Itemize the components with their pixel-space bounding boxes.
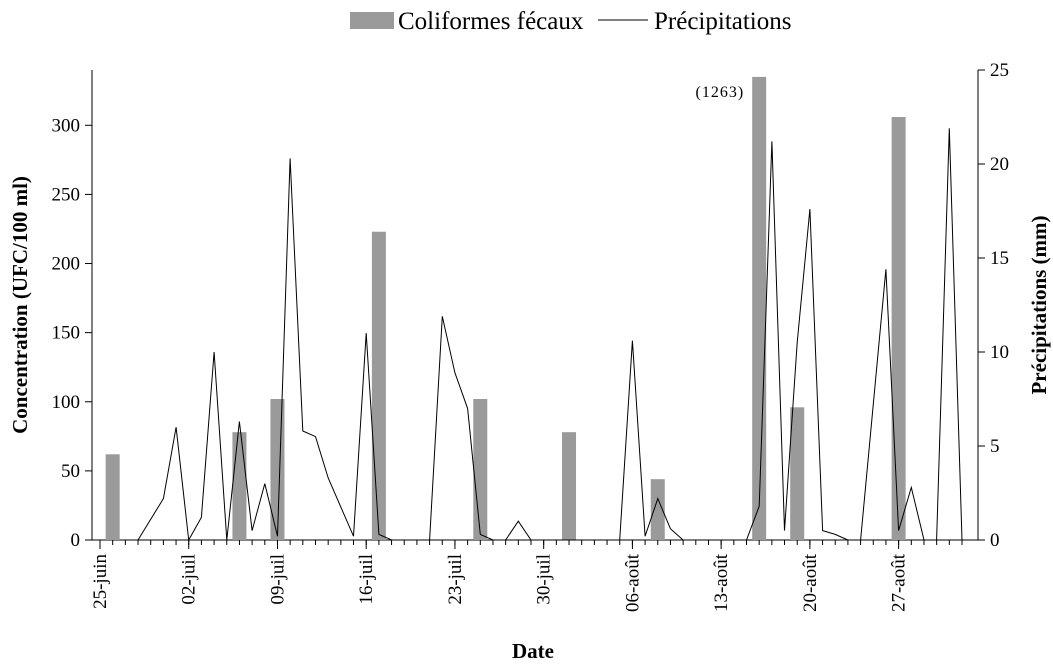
x-tick-label: 13-août [711, 553, 732, 612]
y-left-tick-label: 200 [52, 254, 81, 275]
x-tick-label: 06-août [622, 553, 643, 612]
y-right-tick-label: 15 [990, 248, 1009, 269]
x-tick-label: 30-juil [534, 554, 555, 605]
y-right-tick-label: 5 [990, 436, 1000, 457]
legend: Coliformes fécaux Précipitations [350, 8, 791, 35]
bars [105, 76, 906, 540]
coliform-bar [105, 454, 120, 540]
right-y-ticks: 0 5 10 15 20 25 [978, 60, 1009, 551]
coliform-bar [562, 432, 577, 540]
bar-value-annotation: (1263) [696, 84, 745, 101]
y-left-tick-label: 0 [71, 530, 81, 551]
coliform-bar [232, 432, 247, 540]
plot-area: 0 50 100 150 200 250 300 0 5 10 15 20 25 25-juin 02-… [52, 60, 1010, 612]
left-y-ticks: 0 50 100 150 200 250 300 [52, 115, 92, 551]
coliform-bar [650, 479, 665, 540]
coliform-bar [270, 399, 285, 540]
y-right-tick-label: 20 [990, 154, 1009, 175]
y-right-tick-label: 0 [990, 530, 1000, 551]
coliform-bar [473, 399, 488, 540]
x-tick-label: 27-août [889, 553, 910, 612]
coliform-bar [891, 117, 906, 540]
y-left-tick-label: 250 [52, 184, 81, 205]
y-right-tick-label: 25 [990, 60, 1009, 81]
y-left-tick-label: 150 [52, 323, 81, 344]
legend-bar-label: Coliformes fécaux [398, 8, 584, 35]
x-tick-label: 09-juil [267, 554, 288, 605]
precipitation-line-layer [137, 128, 963, 542]
x-axis-title: Date [512, 639, 554, 663]
y-axis-right-title: Précipitations (mm) [1027, 215, 1051, 394]
coliform-bar [752, 76, 767, 540]
y-left-tick-label: 100 [52, 392, 81, 413]
x-tick-label: 25-juin [90, 554, 111, 609]
x-tick-label: 23-juil [445, 554, 466, 605]
y-axis-left-title: Concentration (UFC/100 ml) [8, 176, 32, 434]
x-tick-label: 20-août [800, 553, 821, 612]
y-left-tick-label: 300 [52, 115, 81, 136]
annotations: (1263) [696, 84, 745, 101]
x-tick-label: 16-juil [356, 554, 377, 605]
y-right-tick-label: 10 [990, 342, 1009, 363]
legend-line-label: Précipitations [654, 8, 791, 35]
legend-bar-swatch [350, 12, 394, 29]
coliform-bar [371, 231, 386, 540]
y-left-tick-label: 50 [61, 461, 80, 482]
x-ticks: 25-juin 02-juil 09-juil 16-juil 23-juil 30-ju… [90, 540, 963, 612]
precipitation-line [137, 128, 963, 542]
coliform-bar [790, 407, 805, 540]
x-tick-label: 02-juil [179, 554, 200, 605]
